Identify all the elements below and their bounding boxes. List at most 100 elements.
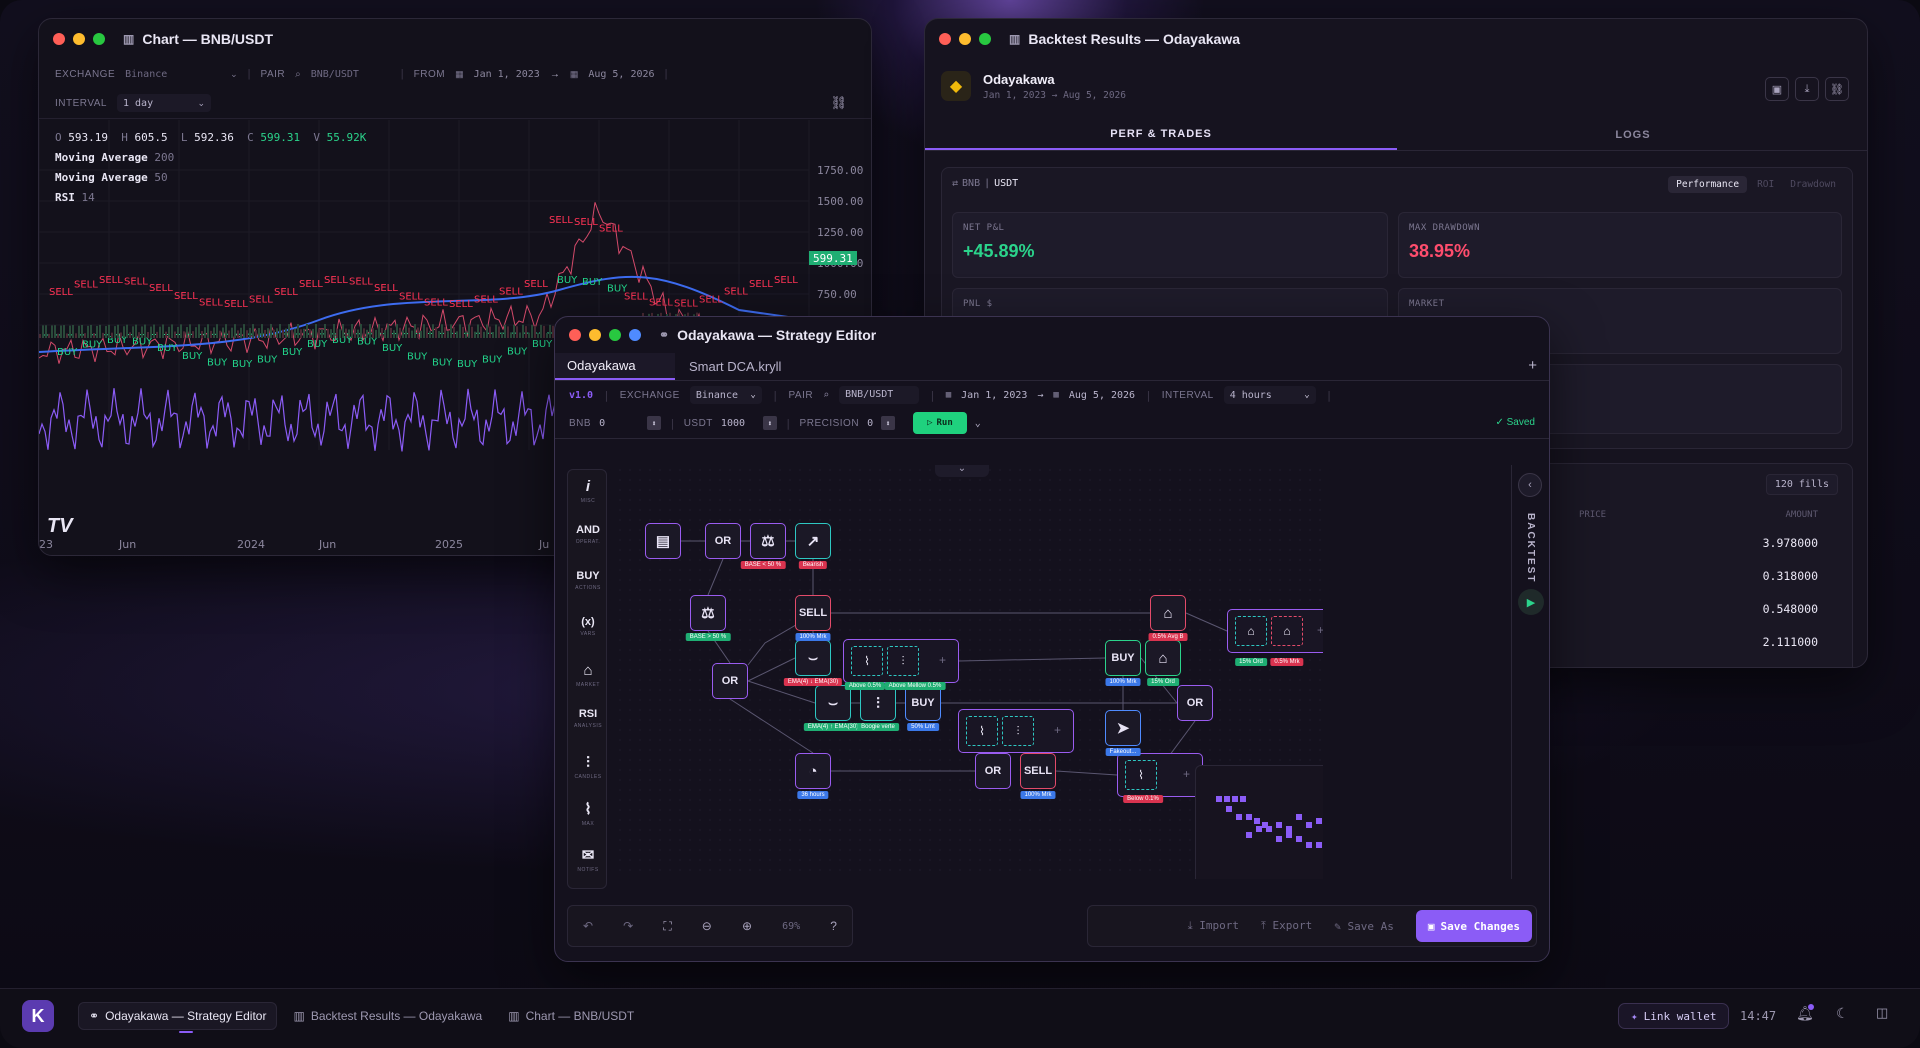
import-button[interactable]: ⤓ Import — [1187, 919, 1240, 932]
palette-item-actions[interactable]: BUY ACTIONS — [568, 570, 608, 591]
sell-node-2[interactable]: SELL — [1020, 753, 1056, 789]
sidebar-toggle-icon[interactable]: ◫ — [1876, 1005, 1889, 1020]
stepper-icon[interactable]: ⬍ — [762, 416, 777, 430]
add-block-icon[interactable]: + — [938, 653, 946, 667]
subtab-performance[interactable]: Performance — [1668, 176, 1748, 193]
close-icon[interactable] — [939, 33, 951, 45]
sub-block[interactable]: ⌂ — [1271, 616, 1303, 646]
backtest-title-bar[interactable]: ▥ Backtest Results — Odayakawa — [925, 19, 1867, 59]
chart-title-bar[interactable]: ▥ Chart — BNB/USDT — [39, 19, 871, 59]
moon-icon[interactable]: ☾ — [1836, 1005, 1849, 1021]
or-node-1[interactable]: OR — [705, 523, 741, 559]
sub-block[interactable]: ⌇ — [851, 646, 883, 676]
stepper-icon[interactable]: ⬍ — [881, 416, 896, 430]
to-date[interactable]: Aug 5, 2026 — [588, 68, 655, 80]
indicator-ma200[interactable]: Moving Average 200 — [55, 148, 366, 168]
sell-node-1[interactable]: SELL — [795, 595, 831, 631]
sub-block[interactable]: ⌂ — [1235, 616, 1267, 646]
strategy-canvas[interactable]: ⌄ ▤ OR ⚖ ↗ ⚖ SELL ⌣ OR ⌣ ⫶ BUY ◔ OR SELL BUY ⌂ OR ➤ ⌂ + ⌇ ⫶ + ⌇… — [615, 465, 1323, 879]
collapse-toggle[interactable]: ⌄ — [935, 465, 989, 477]
stepper-icon[interactable]: ⬍ — [647, 416, 662, 430]
backtest-side-label[interactable]: BACKTEST — [1525, 513, 1536, 584]
tab-smart-dca[interactable]: Smart DCA.kryll — [675, 353, 795, 380]
taskbar-item-backtest[interactable]: ▥ Backtest Results — Odayakawa — [283, 1002, 492, 1030]
add-block-icon[interactable]: + — [1317, 623, 1323, 637]
telegram-node[interactable]: ➤ — [1105, 710, 1141, 746]
interval-select[interactable]: 1 day ⌄ — [116, 94, 211, 112]
market-node-2[interactable]: ⌂ — [1150, 595, 1186, 631]
chevron-down-icon[interactable]: ⌄ — [974, 417, 981, 429]
sub-block[interactable]: ⫶ — [1002, 716, 1034, 746]
export-button[interactable]: ⤒ Export — [1261, 919, 1313, 932]
minimize-icon[interactable] — [589, 329, 601, 341]
minimize-icon[interactable] — [73, 33, 85, 45]
subtab-drawdown[interactable]: Drawdown — [1790, 179, 1836, 190]
indicator-rsi[interactable]: RSI 14 — [55, 188, 366, 208]
maximize-icon[interactable] — [979, 33, 991, 45]
help-icon[interactable]: ? — [830, 919, 837, 933]
run-button[interactable]: ▷ Run — [913, 412, 967, 434]
bearish-node[interactable]: ↗ — [795, 523, 831, 559]
subtab-roi[interactable]: ROI — [1757, 179, 1775, 190]
play-backtest-button[interactable]: ▶ — [1518, 589, 1544, 615]
minimap[interactable] — [1195, 765, 1323, 879]
usdt-input[interactable]: 1000 — [720, 417, 746, 429]
exchange-select[interactable]: Binance ⌄ — [689, 386, 762, 404]
buy-node-2[interactable]: BUY — [1105, 640, 1141, 676]
tab-logs[interactable]: LOGS — [1397, 119, 1867, 150]
link-icon[interactable]: ⛓ — [830, 95, 847, 110]
taskbar-item-strategy-editor[interactable]: ⚭ Odayakawa — Strategy Editor — [78, 1002, 278, 1033]
palette-item-vars[interactable]: (x) VARS — [568, 616, 608, 637]
add-block-icon[interactable]: + — [1182, 767, 1190, 781]
balance-node-1[interactable]: ⚖ — [750, 523, 786, 559]
ema-up-node[interactable]: ⌣ — [815, 685, 851, 721]
tab-odayakawa[interactable]: Odayakawa — [555, 353, 675, 380]
palette-item-analysis[interactable]: RSI ANALYSIS — [568, 708, 608, 729]
wallet-node[interactable]: ▤ — [645, 523, 681, 559]
precision-input[interactable]: 0 — [867, 417, 874, 429]
timer-node[interactable]: ◔ — [795, 753, 831, 789]
chevron-down-icon[interactable]: ⌄ — [230, 68, 238, 79]
fit-screen-icon[interactable]: ⛶ — [663, 918, 672, 933]
market-node-1[interactable]: ⌂ — [1145, 640, 1181, 676]
taskbar-item-chart[interactable]: ▥ Chart — BNB/USDT — [498, 1002, 644, 1030]
pair-input[interactable]: BNB/USDT — [310, 68, 359, 80]
save-changes-button[interactable]: ▣ Save Changes — [1415, 910, 1532, 942]
maximize-icon[interactable] — [609, 329, 621, 341]
sub-block[interactable]: ⫶ — [887, 646, 919, 676]
ema-down-node[interactable]: ⌣ — [795, 640, 831, 676]
tab-perf-trades[interactable]: PERF & TRADES — [925, 119, 1397, 150]
or-node-2[interactable]: OR — [712, 663, 748, 699]
to-date[interactable]: Aug 5, 2026 — [1068, 389, 1136, 401]
palette-item-candles[interactable]: ⫶ CANDLES — [568, 754, 608, 780]
indicator-ma50[interactable]: Moving Average 50 — [55, 168, 366, 188]
bnb-input[interactable]: 0 — [599, 417, 606, 429]
palette-item-max[interactable]: ⌇ MAX — [568, 800, 608, 827]
download-icon[interactable]: ⤓ — [1795, 77, 1819, 101]
close-icon[interactable] — [53, 33, 65, 45]
or-node-4[interactable]: OR — [1177, 685, 1213, 721]
save-as-button[interactable]: ✎ Save As — [1334, 919, 1394, 933]
exchange-select[interactable]: Binance — [125, 68, 168, 80]
palette-item-market[interactable]: ⌂ MARKET — [568, 662, 608, 688]
palette-item-operat[interactable]: AND OPERAT. — [568, 524, 608, 545]
redo-icon[interactable]: ↷ — [623, 919, 634, 933]
add-tab-icon[interactable]: + — [1528, 357, 1537, 374]
zoom-in-icon[interactable]: ⊕ — [741, 919, 752, 933]
link-icon[interactable]: ⛓ — [1825, 77, 1849, 101]
sub-block[interactable]: ⌇ — [966, 716, 998, 746]
buy-node-1[interactable]: BUY — [905, 685, 941, 721]
balance-node-2[interactable]: ⚖ — [690, 595, 726, 631]
chevron-left-icon[interactable]: ‹ — [1518, 473, 1542, 497]
candles-node[interactable]: ⫶ — [860, 685, 896, 721]
close-icon[interactable] — [569, 329, 581, 341]
undo-icon[interactable]: ↶ — [583, 919, 594, 933]
zoom-out-icon[interactable]: ⊖ — [701, 919, 712, 933]
minimize-icon[interactable] — [959, 33, 971, 45]
pair-input[interactable]: BNB/USDT — [839, 386, 920, 404]
interval-select[interactable]: 4 hours ⌄ — [1223, 386, 1316, 404]
app-logo[interactable]: K — [22, 1000, 54, 1032]
maximize-icon[interactable] — [93, 33, 105, 45]
link-wallet-button[interactable]: ✦ Link wallet — [1618, 1003, 1730, 1029]
from-date[interactable]: Jan 1, 2023 — [961, 389, 1028, 401]
